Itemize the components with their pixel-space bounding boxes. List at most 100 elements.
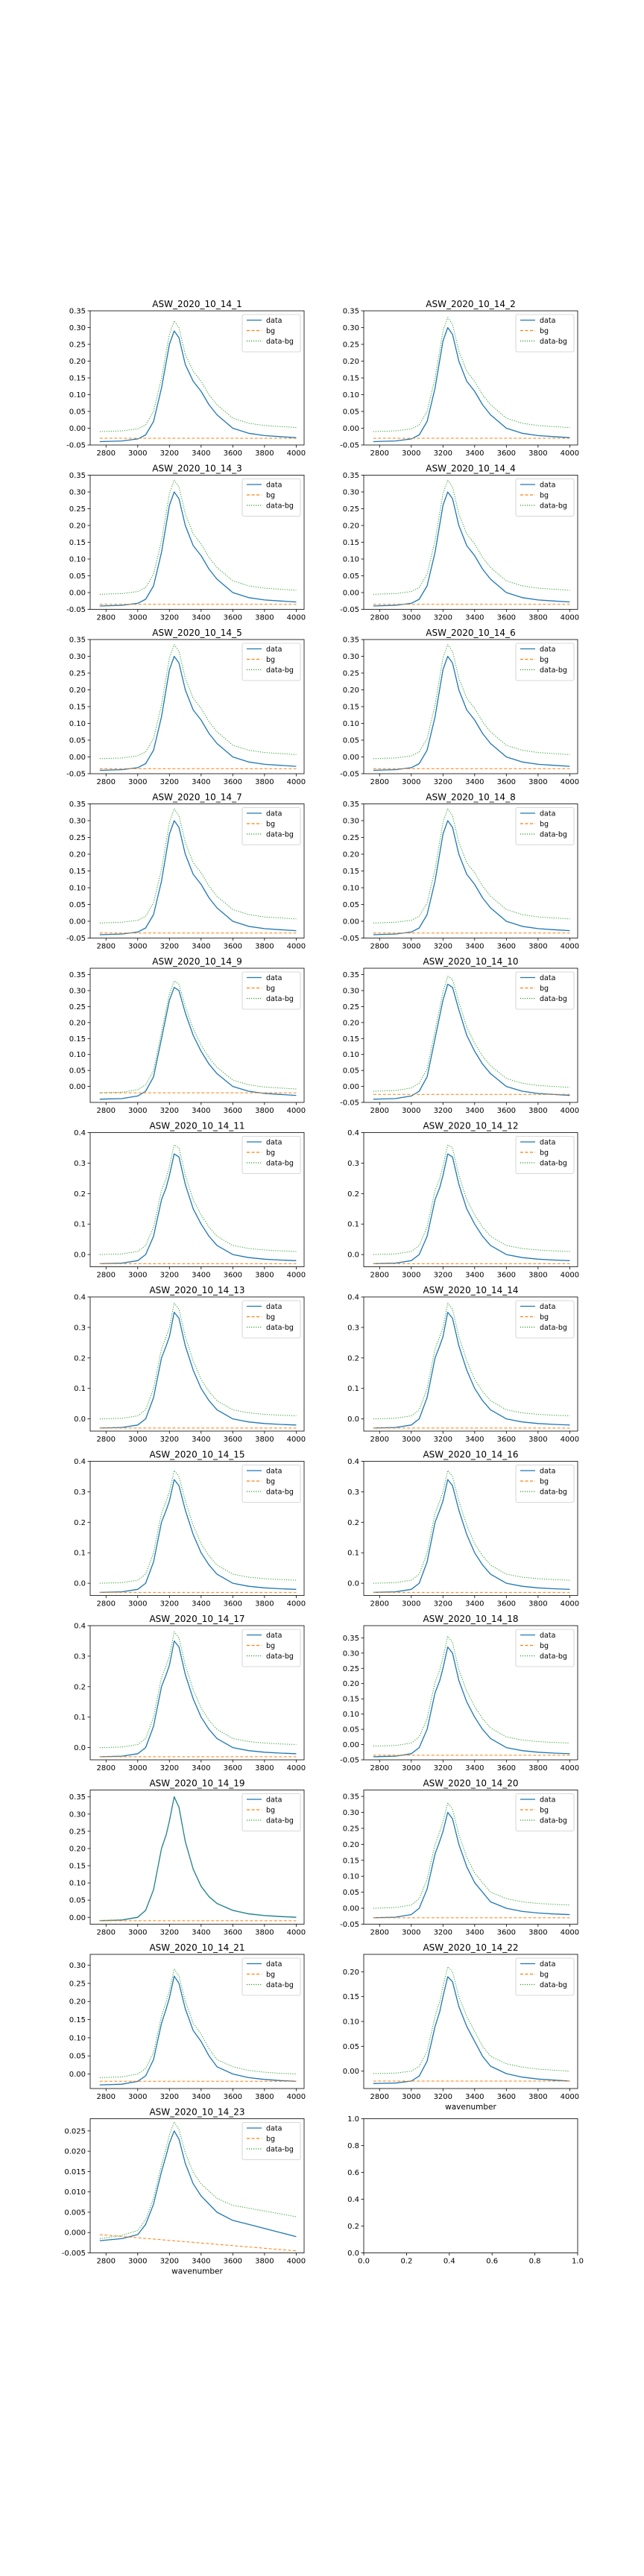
plot-frame	[89, 1461, 305, 1596]
y-tick-label: 0.10	[343, 720, 359, 728]
x-tick-label: 3400	[465, 1764, 484, 1772]
y-tick-label: 0.025	[64, 2127, 86, 2135]
x-tick-label: 3400	[465, 1107, 484, 1115]
y-tick-label: 0.20	[343, 1841, 359, 1849]
legend-box	[242, 1793, 301, 1831]
y-tick-label: 0.20	[343, 686, 359, 695]
legend-label: data-bg	[266, 2146, 294, 2154]
x-tick-label: 3200	[434, 778, 452, 786]
subplot-11: ASW_2020_10_14_11 2800 3000 3200 3400 3600 380…	[74, 1121, 306, 1280]
series-line-data-bg	[373, 1635, 570, 1747]
x-tick-label: 0.0	[358, 2258, 370, 2266]
plot-frame	[89, 1132, 305, 1267]
subplot-16: ASW_2020_10_14_16 2800 3000 3200 3400 3600 380…	[347, 1450, 579, 1609]
y-tick-label: 0.25	[69, 670, 86, 678]
legend: data bg data-bg	[515, 1465, 575, 1503]
y-tick-label: 0.00	[343, 2068, 359, 2076]
y-tick-label: 0.0	[347, 1580, 359, 1588]
subplot-title: ASW_2020_10_14_7	[152, 792, 242, 803]
y-tick-label: 0.10	[343, 1051, 359, 1059]
plot-frame	[89, 1954, 305, 2089]
x-tick-label: 3800	[255, 1764, 274, 1772]
x-tick-label: 3200	[160, 1272, 179, 1280]
y-tick-label: -0.05	[340, 1921, 359, 1929]
y-tick-label: 0.20	[343, 1969, 359, 1977]
x-tick-label: 3000	[402, 1107, 420, 1115]
y-tick-label: 0.3	[74, 1324, 86, 1332]
y-tick-label: 0.30	[69, 653, 86, 661]
y-tick-label: 0.30	[343, 489, 359, 497]
plot-frame	[363, 1625, 578, 1761]
series-line-data	[373, 1153, 570, 1265]
y-tick-label: 0.3	[347, 1160, 359, 1168]
legend-box	[515, 1136, 575, 1174]
legend-label: data-bg	[540, 338, 567, 346]
y-tick-label: 0.05	[69, 1897, 86, 1905]
y-tick-label: 0.15	[69, 704, 86, 712]
x-tick-label: 3000	[402, 1600, 420, 1609]
x-tick-label: 0.2	[400, 2258, 412, 2266]
series-line-data	[99, 1975, 297, 2086]
x-tick-label: 0.6	[486, 2258, 498, 2266]
legend-box	[515, 971, 575, 1010]
y-tick-label: 0.35	[343, 1635, 359, 1643]
subplot-title: ASW_2020_10_14_21	[149, 1942, 244, 1953]
plot-frame	[363, 1461, 578, 1596]
y-tick-label: 0.05	[69, 2053, 86, 2061]
x-tick-label: 3200	[160, 449, 179, 458]
legend-box	[515, 1629, 575, 1667]
legend: data bg data-bg	[515, 479, 575, 517]
series-line-data	[99, 987, 297, 1100]
series-line-data-bg	[373, 317, 570, 432]
x-tick-label: 0.4	[443, 2258, 455, 2266]
x-axis-label: wavenumber	[171, 2267, 223, 2276]
legend-label: bg	[266, 1971, 275, 1979]
x-tick-label: 3400	[192, 1436, 210, 1444]
y-tick-label: 0.20	[343, 1019, 359, 1027]
y-tick-label: 0.25	[343, 1825, 359, 1833]
plot-frame	[363, 2118, 578, 2253]
plot-frame	[363, 1790, 578, 1925]
series-line-data-bg	[99, 1302, 297, 1420]
subplot-title: ASW_2020_10_14_10	[423, 956, 518, 967]
legend-label: data	[540, 1139, 555, 1147]
legend-label: data-bg	[540, 1652, 567, 1661]
legend: data bg data-bg	[242, 1629, 301, 1667]
y-tick-label: 0.15	[343, 1993, 359, 2001]
x-tick-label: 3800	[528, 1436, 547, 1444]
plot-frame	[89, 967, 305, 1103]
legend-label: bg	[266, 327, 275, 335]
x-tick-label: 3200	[160, 943, 179, 951]
x-tick-label: 3000	[128, 1600, 147, 1609]
y-tick-label: 0.10	[343, 1873, 359, 1881]
y-tick-label: 0.15	[343, 375, 359, 383]
x-tick-label: 2800	[97, 449, 116, 458]
series-line-data	[373, 1976, 570, 2084]
x-tick-label: 4000	[561, 1600, 579, 1609]
x-tick-label: 3000	[402, 1436, 420, 1444]
y-tick-label: 0.4	[74, 1458, 86, 1466]
x-tick-label: 3600	[497, 1764, 516, 1772]
y-tick-label: 0.25	[69, 1003, 86, 1011]
x-tick-label: 3200	[160, 614, 179, 622]
y-tick-label: 0.05	[69, 1067, 86, 1076]
y-tick-label: 0.4	[347, 1458, 359, 1466]
x-tick-label: 2800	[370, 943, 389, 951]
y-tick-label: 0.2	[74, 1354, 86, 1363]
y-tick-label: 0.35	[69, 801, 86, 809]
y-tick-label: 0.15	[343, 868, 359, 876]
y-tick-label: 0.3	[347, 1324, 359, 1332]
y-tick-label: 0.35	[343, 472, 359, 480]
y-tick-label: -0.05	[340, 442, 359, 450]
x-tick-label: 3000	[402, 614, 420, 622]
x-tick-label: 4000	[287, 1107, 306, 1115]
x-tick-label: 2800	[370, 1929, 389, 1937]
x-tick-label: 4000	[561, 943, 579, 951]
x-tick-label: 3200	[434, 614, 452, 622]
x-tick-label: 3400	[192, 2258, 210, 2266]
x-tick-label: 3200	[434, 1272, 452, 1280]
legend-label: data-bg	[540, 1981, 567, 1989]
x-tick-label: 3800	[255, 1272, 274, 1280]
plot-frame	[89, 1296, 305, 1432]
x-tick-label: 4000	[287, 1929, 306, 1937]
